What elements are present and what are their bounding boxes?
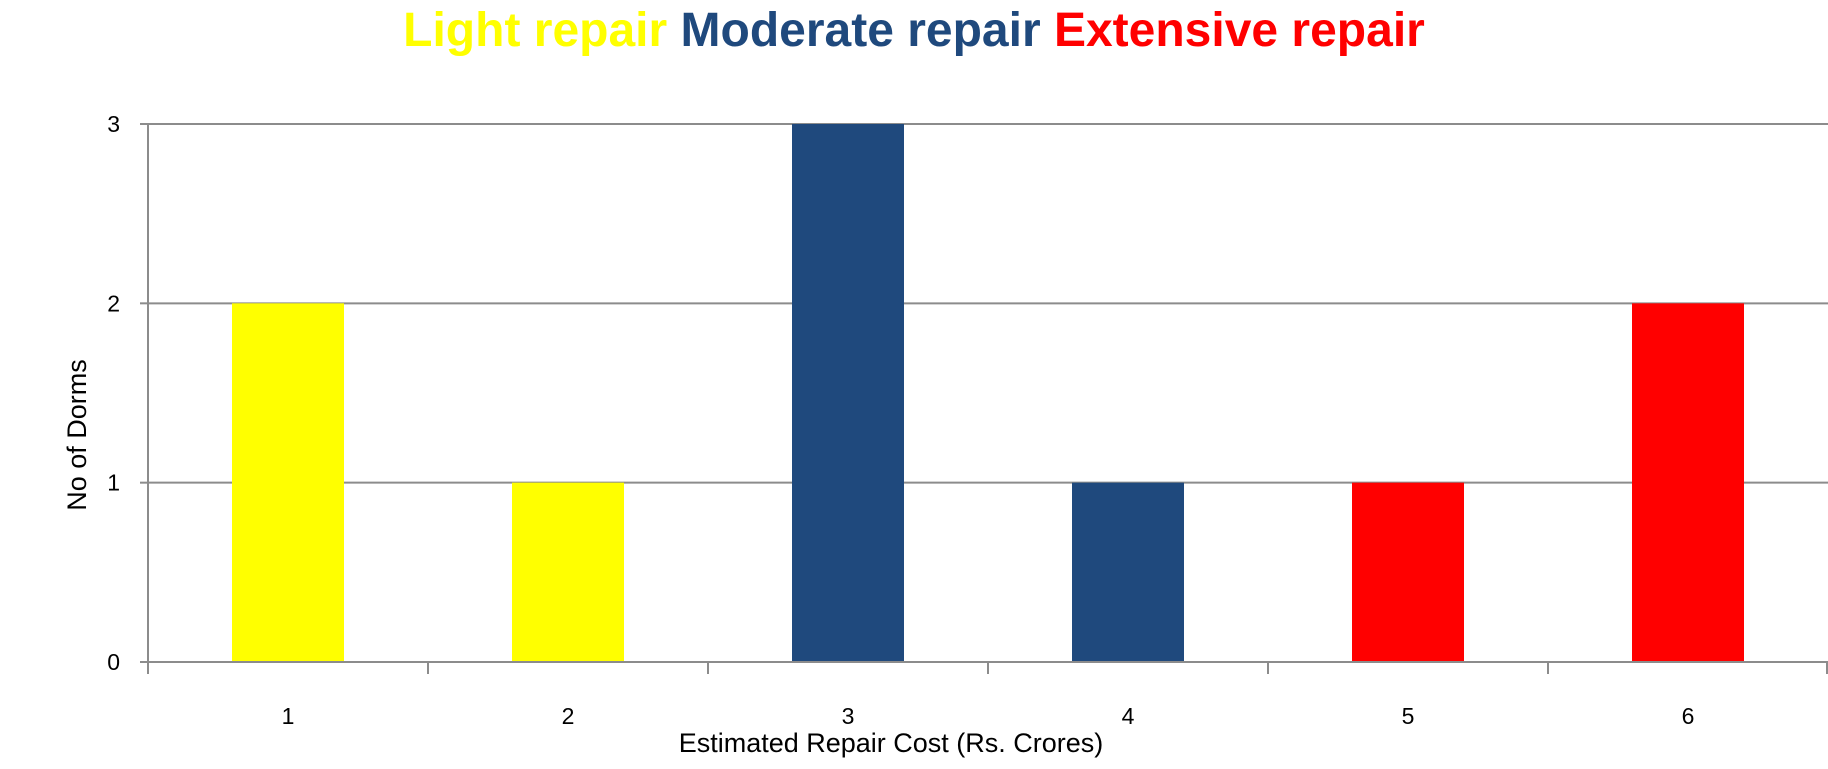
y-tick-label-3: 3	[107, 111, 120, 137]
title-segment-light-repair: Light repair	[403, 4, 667, 57]
x-tick-label-3: 3	[842, 703, 855, 729]
bar-3	[792, 124, 904, 662]
x-tick-label-2: 2	[562, 703, 575, 729]
title-segment-extensive-repair: Extensive repair	[1041, 4, 1425, 57]
bar-4	[1072, 482, 1184, 662]
y-axis-title: No of Dorms	[62, 359, 92, 511]
y-tick-label-1: 1	[107, 470, 120, 496]
x-axis-title: Estimated Repair Cost (Rs. Crores)	[679, 728, 1104, 758]
bars	[232, 124, 1744, 662]
chart-title: Light repair Moderate repair Extensive r…	[403, 4, 1425, 57]
bar-2	[512, 482, 624, 662]
x-tick-label-1: 1	[282, 703, 295, 729]
bar-5	[1352, 482, 1464, 662]
title-segment-moderate-repair: Moderate repair	[667, 4, 1040, 57]
x-tick-labels: 1 2 3 4 5 6	[282, 703, 1695, 729]
axes	[140, 123, 1828, 674]
chart-title-text: Light repair Moderate repair Extensive r…	[403, 4, 1425, 57]
y-tick-label-2: 2	[107, 290, 120, 316]
x-tick-label-5: 5	[1402, 703, 1415, 729]
y-tick-labels: 0 1 2 3	[107, 111, 120, 675]
y-tick-label-0: 0	[107, 649, 120, 675]
bar-1	[232, 303, 344, 662]
bar-6	[1632, 303, 1744, 662]
x-tick-label-4: 4	[1122, 703, 1135, 729]
gridlines	[148, 123, 1828, 484]
x-tick-label-6: 6	[1682, 703, 1695, 729]
